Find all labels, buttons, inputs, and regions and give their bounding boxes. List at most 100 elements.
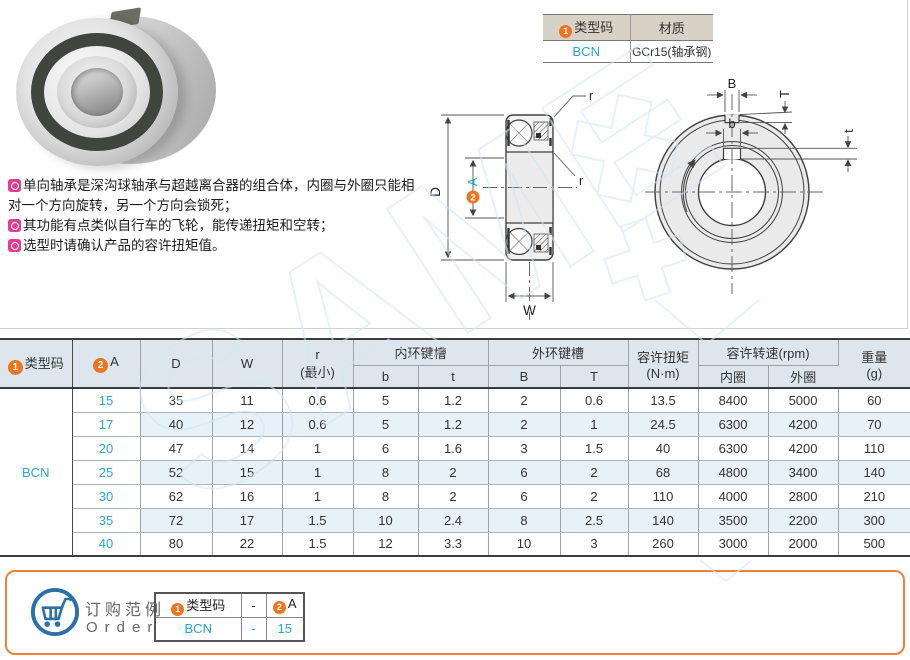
header-torque: 容许扭矩 (N·m)	[628, 339, 699, 389]
front-view-drawing: B T b t	[645, 76, 857, 294]
data-cell: 3.3	[418, 532, 489, 557]
cross-section-drawing: D 2 A W r r	[428, 89, 593, 320]
data-cell: 140	[838, 460, 910, 485]
data-cell: 22	[212, 532, 283, 557]
data-cell: 6	[353, 436, 419, 461]
dim-label-b: b	[728, 116, 735, 131]
data-cell: 110	[838, 436, 910, 461]
a-value-cell[interactable]: 17	[72, 412, 141, 437]
order-header-dash: -	[240, 592, 267, 618]
description-line: 选型时请确认产品的容许扭矩值。	[8, 236, 426, 256]
dim-label-D: D	[428, 187, 443, 197]
product-description: 单向轴承是深沟球轴承与超越离合器的组合体，内圈与外圈只能相对一个方向旋转，另一个…	[8, 176, 426, 256]
badge-1-icon: 1	[171, 602, 185, 616]
header-weight: 重量 (g)	[838, 339, 910, 389]
table-row: 17 40 12 0.6 5 1.2 2 1 24.5 6300 4200 70	[0, 412, 910, 437]
header-B: B	[488, 365, 561, 389]
data-cell: 210	[838, 484, 910, 509]
data-cell: 2	[418, 484, 489, 509]
bullet-icon	[8, 219, 21, 232]
dim-label-r-top: r	[589, 89, 593, 103]
data-cell: 6	[488, 484, 561, 509]
data-cell: 2200	[768, 508, 839, 533]
data-cell: 68	[628, 460, 699, 485]
a-value-cell[interactable]: 40	[72, 532, 141, 557]
data-cell: 10	[353, 508, 419, 533]
data-cell: 2	[418, 460, 489, 485]
data-cell: 1.5	[560, 436, 629, 461]
badge-2-icon: 2	[272, 601, 286, 615]
dim-label-W: W	[523, 303, 536, 318]
bullet-icon	[8, 179, 21, 192]
dim-label-A: A	[466, 177, 480, 186]
bullet-icon	[8, 239, 21, 252]
data-cell: 0.6	[282, 388, 354, 413]
a-value-cell[interactable]: 20	[72, 436, 141, 461]
data-cell: 0.6	[560, 388, 629, 413]
data-cell: 14	[212, 436, 283, 461]
a-value-cell[interactable]: 25	[72, 460, 141, 485]
data-cell: 4200	[768, 436, 839, 461]
data-cell: 13.5	[628, 388, 699, 413]
main-table-body: BCN 15 35 11 0.6 5 1.2 2 0.6 13.5 8400 5000 60 17 40 12…	[0, 388, 910, 557]
data-cell: 4000	[698, 484, 769, 509]
data-cell: 40	[628, 436, 699, 461]
data-cell: 2	[488, 412, 561, 437]
data-cell: 70	[838, 412, 910, 437]
data-cell: 140	[628, 508, 699, 533]
header-outer-ring: 外圈	[768, 365, 839, 389]
data-cell: 12	[353, 532, 419, 557]
data-cell: 2.5	[560, 508, 629, 533]
data-cell: 1	[282, 460, 354, 485]
data-cell: 47	[140, 436, 213, 461]
a-value-cell[interactable]: 35	[72, 508, 141, 533]
dim-label-B: B	[728, 76, 737, 91]
data-cell: 35	[140, 388, 213, 413]
material-value: GCr15(轴承钢)	[632, 45, 712, 59]
data-cell: 5000	[768, 388, 839, 413]
header-speed: 容许转速(rpm)	[698, 339, 839, 366]
a-value-cell[interactable]: 15	[72, 388, 141, 413]
data-cell: 2.4	[418, 508, 489, 533]
data-cell: 2	[560, 484, 629, 509]
type-material-table: 1 类型码 材质 BCN GCr15(轴承钢)	[543, 14, 713, 63]
order-example-subtitle: Order	[86, 619, 160, 636]
shopping-cart-icon	[30, 587, 80, 637]
data-cell: 110	[628, 484, 699, 509]
a-value-cell[interactable]: 30	[72, 484, 141, 509]
data-cell: 6	[488, 460, 561, 485]
header-r-min: r (最小)	[282, 339, 354, 389]
table-row: 25 52 15 1 8 2 6 2 68 4800 3400 140	[0, 460, 910, 485]
data-cell: 12	[212, 412, 283, 437]
data-cell: 300	[838, 508, 910, 533]
badge-1-icon: 1	[7, 359, 23, 375]
data-cell: 1.5	[282, 508, 354, 533]
description-line: 其功能有点类似自行车的飞轮，能传递扭矩和空转；	[8, 216, 426, 236]
data-cell: 0.6	[282, 412, 354, 437]
data-cell: 3400	[768, 460, 839, 485]
dim-label-r-mid: r	[579, 174, 583, 188]
data-cell: 3	[560, 532, 629, 557]
data-cell: 500	[838, 532, 910, 557]
badge-2-icon	[466, 190, 480, 204]
header-T: T	[560, 365, 629, 389]
data-cell: 8	[353, 460, 419, 485]
header-outer-keyway: 外环键槽	[488, 339, 629, 366]
data-cell: 2000	[768, 532, 839, 557]
data-cell: 2	[560, 460, 629, 485]
type-code-cell[interactable]: BCN	[0, 388, 73, 557]
header-inner-keyway: 内环键槽	[353, 339, 489, 366]
data-cell: 11	[212, 388, 283, 413]
data-cell: 8	[488, 508, 561, 533]
type-code-value[interactable]: BCN	[543, 40, 631, 63]
badge-2-icon: 2	[93, 358, 109, 373]
data-cell: 2800	[768, 484, 839, 509]
data-cell: 6300	[698, 412, 769, 437]
data-cell: 52	[140, 460, 213, 485]
data-cell: 8	[353, 484, 419, 509]
table-row: 40 80 22 1.5 12 3.3 10 3 260 3000 2000 500	[0, 532, 910, 557]
data-cell: 60	[838, 388, 910, 413]
data-cell: 1.2	[418, 412, 489, 437]
